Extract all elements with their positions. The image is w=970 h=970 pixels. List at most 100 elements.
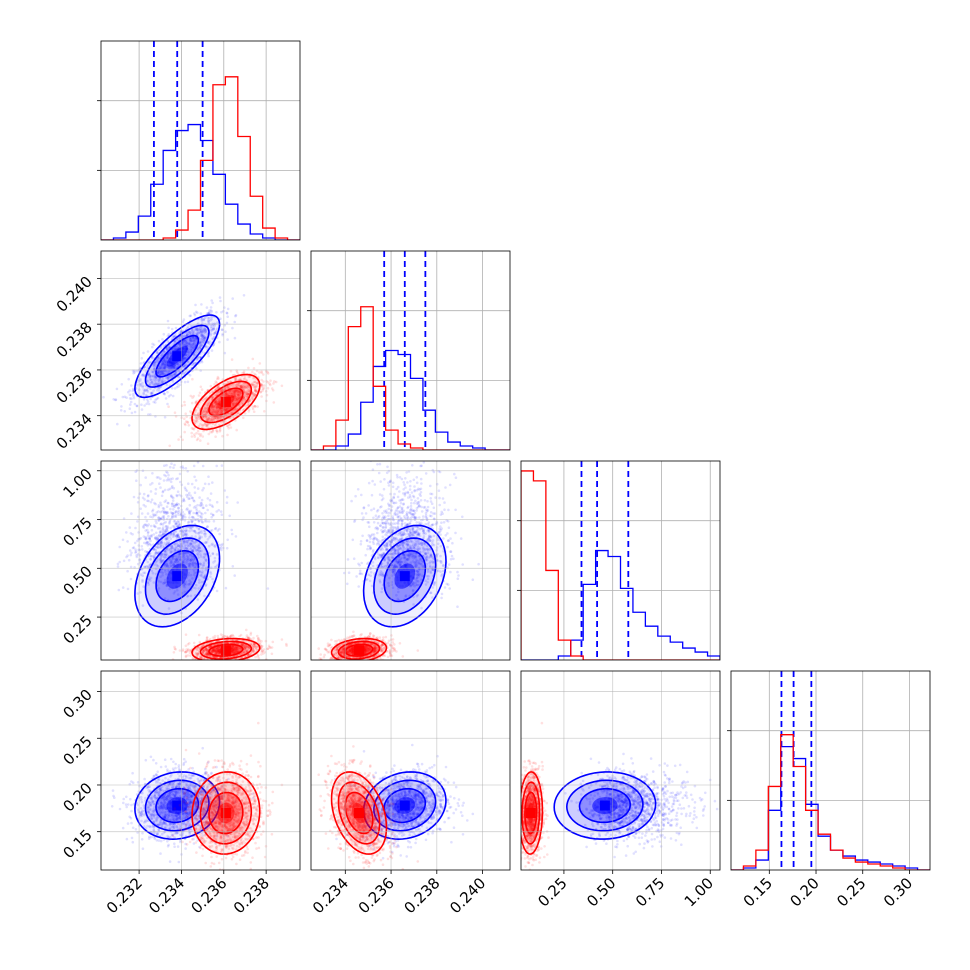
sample-point xyxy=(177,523,181,527)
sample-point xyxy=(163,363,167,367)
sample-point xyxy=(203,652,207,656)
sample-point xyxy=(192,464,196,468)
sample-point xyxy=(164,363,167,367)
sample-point xyxy=(183,365,186,368)
sample-point xyxy=(185,534,189,537)
sample-point xyxy=(182,547,185,550)
sample-point xyxy=(188,332,191,336)
sample-point xyxy=(189,333,193,336)
sample-point xyxy=(207,475,210,479)
sample-point xyxy=(198,581,201,584)
sample-point xyxy=(182,528,185,532)
sample-point xyxy=(184,560,188,564)
sample-point xyxy=(199,562,202,566)
sample-point xyxy=(163,350,166,354)
sample-point xyxy=(230,651,234,654)
sample-point xyxy=(128,389,131,392)
sample-point xyxy=(184,543,187,547)
sample-point xyxy=(214,649,217,652)
sample-point xyxy=(187,648,190,651)
sample-point xyxy=(210,430,214,434)
sample-point xyxy=(158,366,162,369)
sample-point xyxy=(144,393,148,397)
panel-frame xyxy=(730,670,931,871)
sample-point xyxy=(219,633,223,636)
sample-point xyxy=(195,358,199,362)
sample-point xyxy=(141,381,144,385)
sample-point xyxy=(247,402,251,406)
sample-point xyxy=(247,366,250,370)
sample-point xyxy=(177,363,180,367)
sample-point xyxy=(226,392,230,396)
sample-point xyxy=(176,511,180,514)
sample-point xyxy=(182,585,185,588)
sample-point xyxy=(161,554,164,558)
sample-point xyxy=(170,387,174,390)
sample-point xyxy=(175,503,178,507)
sample-point xyxy=(182,541,185,544)
sample-point xyxy=(146,398,149,401)
sample-point xyxy=(156,389,159,392)
sample-point xyxy=(225,393,229,397)
sample-point xyxy=(219,317,222,321)
sample-point xyxy=(205,406,208,410)
sample-point xyxy=(195,351,199,354)
sample-point xyxy=(219,546,223,549)
sample-point xyxy=(195,548,198,552)
sample-point xyxy=(160,570,163,574)
sample-point xyxy=(166,354,170,357)
sample-point xyxy=(190,544,194,548)
sample-point xyxy=(233,409,237,413)
sample-point xyxy=(203,410,206,413)
sample-point xyxy=(220,410,223,413)
sample-point xyxy=(201,334,204,338)
sample-point xyxy=(212,335,216,339)
sample-point xyxy=(248,375,252,379)
sample-point xyxy=(189,594,193,598)
sample-point xyxy=(168,522,171,525)
sample-point xyxy=(228,514,231,518)
sample-point xyxy=(184,363,187,366)
sample-point xyxy=(182,539,186,543)
sample-point xyxy=(154,513,158,517)
sample-point xyxy=(195,327,198,331)
sample-point xyxy=(198,345,202,348)
sample-point xyxy=(159,365,162,368)
sample-point xyxy=(168,351,171,354)
sample-point xyxy=(176,535,180,538)
sample-point xyxy=(173,561,176,564)
sample-point xyxy=(187,330,191,333)
sample-point xyxy=(175,477,178,481)
sample-point xyxy=(182,356,186,360)
sample-point xyxy=(135,369,139,373)
sample-point xyxy=(183,486,187,490)
sample-point xyxy=(155,551,158,555)
sample-point xyxy=(242,371,246,375)
sample-point xyxy=(245,383,249,386)
sample-point xyxy=(200,360,204,364)
sample-point xyxy=(135,479,138,483)
sample-point xyxy=(165,537,169,541)
sample-point xyxy=(164,512,168,515)
sample-point xyxy=(165,529,168,532)
sample-point xyxy=(171,374,174,377)
sample-point xyxy=(204,541,207,544)
sample-point xyxy=(148,537,151,541)
sample-point xyxy=(189,559,192,562)
sample-point xyxy=(204,329,207,332)
sample-point xyxy=(215,412,218,415)
sample-point xyxy=(145,402,148,406)
sample-point xyxy=(161,527,165,531)
sample-point xyxy=(198,562,202,565)
sample-point xyxy=(198,345,202,348)
sample-point xyxy=(129,565,133,569)
sample-point xyxy=(263,384,266,387)
sample-point xyxy=(175,348,178,351)
sample-point xyxy=(202,415,206,419)
sample-point xyxy=(218,543,221,547)
sample-point xyxy=(209,418,213,421)
sample-point xyxy=(149,374,153,378)
sample-point xyxy=(173,347,177,351)
sample-point xyxy=(158,386,161,390)
sample-point xyxy=(192,339,195,342)
